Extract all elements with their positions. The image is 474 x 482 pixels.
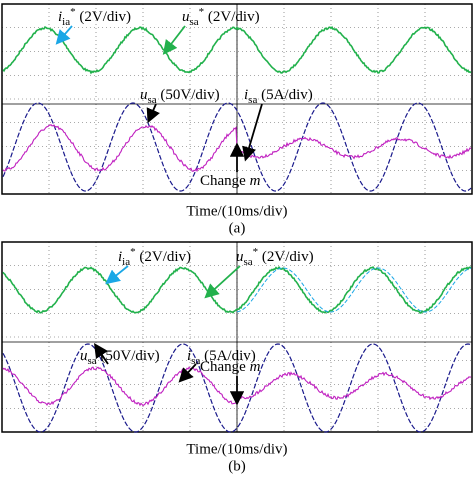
arrow: [94, 343, 109, 365]
time-axis-label: Time/(10ms/div): [186, 203, 287, 219]
signal-subscript: sa: [244, 256, 253, 268]
arrow: [162, 25, 186, 55]
signal-symbol: i: [244, 87, 248, 103]
signal-subscript: sa: [148, 94, 157, 106]
signal-subscript: sa: [88, 355, 97, 367]
signal-label: isa (5A/div): [244, 87, 313, 105]
change-symbol: m: [250, 359, 261, 375]
signal-label: usa* (2V/div): [236, 246, 314, 268]
signal-subscript: sa: [191, 355, 200, 367]
signal-label: usa* (2V/div): [182, 6, 260, 28]
panel: iia* (2V/div) usa* (2V/div)usa (50V/div) i…: [1, 241, 473, 474]
scope-frame: [1, 241, 473, 433]
signal-scale: (2V/div): [258, 249, 313, 265]
signal-scale: (50V/div): [157, 87, 220, 103]
signal-subscript: sa: [248, 94, 257, 106]
signal-symbol: u: [236, 249, 244, 265]
arrow: [242, 103, 263, 162]
voltage-ref-wave: [2, 25, 472, 75]
caption: (a): [229, 220, 246, 236]
grid-voltage-wave: [2, 102, 472, 192]
signal-label: isa (5A/div): [187, 348, 256, 366]
signal-symbol: i: [58, 9, 62, 25]
change-label: Change m: [200, 173, 261, 189]
current-ref-wave: [236, 267, 472, 313]
signal-superscript: *: [70, 6, 76, 18]
arrow: [105, 265, 129, 285]
signal-scale: (50V/div): [97, 348, 160, 364]
arrow: [55, 25, 73, 45]
signal-scale: (2V/div): [204, 9, 259, 25]
signal-subscript: sa: [190, 16, 199, 28]
signal-symbol: u: [140, 87, 148, 103]
signal-label: usa (50V/div): [140, 87, 220, 105]
time-axis-label: Time/(10ms/div): [186, 441, 287, 457]
signal-scale: (5A/div): [257, 87, 312, 103]
scope-frame: [1, 3, 473, 195]
change-text: Change: [200, 173, 250, 189]
change-symbol: m: [250, 173, 261, 189]
signal-label: usa (50V/div): [80, 348, 160, 366]
signal-superscript: *: [130, 246, 136, 258]
panel: iia* (2V/div) usa* (2V/div)usa (50V/div) i…: [1, 3, 473, 236]
signal-scale: (5A/div): [200, 348, 255, 364]
caption: (b): [228, 458, 246, 474]
signal-superscript: *: [199, 6, 205, 18]
signal-symbol: i: [187, 348, 191, 364]
signal-subscript: ia: [62, 16, 70, 28]
signal-symbol: u: [182, 9, 190, 25]
signal-superscript: *: [253, 246, 259, 258]
voltage-ref-wave: [2, 265, 472, 314]
arrow: [178, 363, 197, 383]
signal-subscript: ia: [122, 256, 130, 268]
arrow: [146, 103, 160, 124]
arrow: [204, 265, 241, 299]
signal-scale: (2V/div): [136, 249, 191, 265]
signal-label: iia* (2V/div): [58, 6, 131, 28]
grid-voltage-wave: [2, 343, 472, 433]
change-label: Change m: [200, 359, 261, 375]
signal-symbol: u: [80, 348, 88, 364]
signal-label: iia* (2V/div): [118, 246, 191, 268]
signal-symbol: i: [118, 249, 122, 265]
change-text: Change: [200, 359, 250, 375]
signal-scale: (2V/div): [76, 9, 131, 25]
